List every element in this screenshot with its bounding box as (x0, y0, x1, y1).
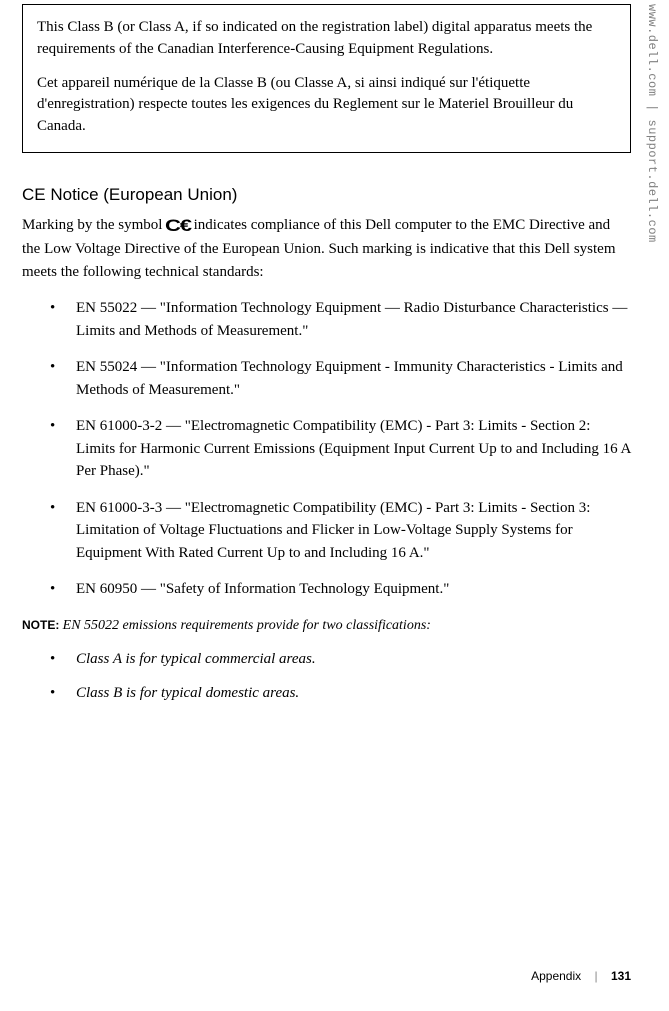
standards-list: EN 55022 — "Information Technology Equip… (22, 297, 631, 601)
list-item: Class A is for typical commercial areas. (50, 648, 631, 671)
page-footer: Appendix | 131 (531, 969, 631, 983)
note-list: Class A is for typical commercial areas.… (22, 648, 631, 705)
intro-pre: Marking by the symbol (22, 217, 166, 233)
list-item: EN 55024 — "Information Technology Equip… (50, 356, 631, 401)
box-paragraph-fr: Cet appareil numérique de la Classe B (o… (37, 73, 616, 138)
note-text: EN 55022 emissions requirements provide … (63, 618, 431, 633)
ce-mark-icon: C€ (165, 213, 191, 239)
footer-section: Appendix (531, 969, 581, 983)
footer-page-number: 131 (611, 969, 631, 983)
list-item: EN 60950 — "Safety of Information Techno… (50, 578, 631, 601)
list-item: EN 61000-3-2 — "Electromagnetic Compatib… (50, 415, 631, 483)
page: www.dell.com | support.dell.com This Cla… (0, 0, 669, 1011)
section-heading: CE Notice (European Union) (22, 185, 631, 205)
list-item: EN 55022 — "Information Technology Equip… (50, 297, 631, 342)
side-url-text: www.dell.com | support.dell.com (645, 4, 659, 243)
intro-paragraph: Marking by the symbol C€ indicates compl… (22, 213, 631, 284)
note-label: NOTE: (22, 618, 63, 632)
note-line: NOTE: EN 55022 emissions requirements pr… (22, 615, 631, 636)
side-url-label: www.dell.com | support.dell.com (641, 0, 669, 280)
box-paragraph-en: This Class B (or Class A, if so indicate… (37, 17, 616, 61)
regulatory-box: This Class B (or Class A, if so indicate… (22, 4, 631, 153)
footer-separator: | (595, 969, 598, 983)
list-item: Class B is for typical domestic areas. (50, 682, 631, 705)
list-item: EN 61000-3-3 — "Electromagnetic Compatib… (50, 497, 631, 565)
